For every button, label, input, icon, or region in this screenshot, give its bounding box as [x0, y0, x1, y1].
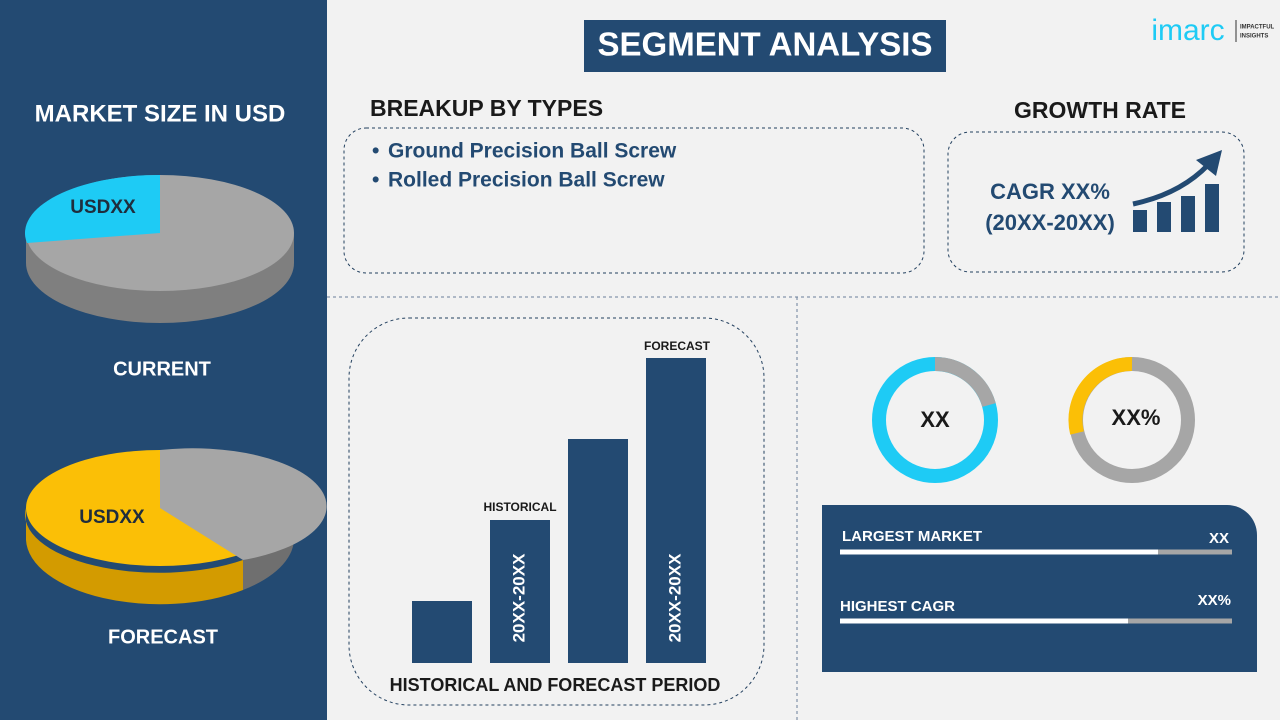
growth-box: [947, 131, 1245, 273]
section-title: BREAKUP BY TYPES: [370, 95, 603, 121]
growth-text: CAGR XX%: [990, 179, 1110, 204]
period-bars: [412, 358, 706, 663]
summary-panel: [822, 505, 1257, 672]
logo-tag: INSIGHTS: [1240, 34, 1268, 40]
donut-label: XX%: [1112, 405, 1161, 430]
pie-label: CURRENT: [113, 358, 211, 380]
summary-label: HIGHEST CAGR: [840, 598, 955, 615]
bar-range: 20XX-20XX: [509, 553, 528, 642]
breakup-item: Ground Precision Ball Screw: [388, 140, 677, 163]
logo-tag: IMPACTFUL: [1240, 25, 1275, 31]
bar-range: 20XX-20XX: [665, 553, 684, 642]
summary-value: XX%: [1198, 592, 1231, 609]
left-title: MARKET SIZE IN USD: [35, 100, 286, 127]
section-title: GROWTH RATE: [1014, 97, 1186, 123]
pie-forecast: [25, 448, 327, 605]
breakup-box: [343, 127, 925, 274]
bullet: •: [372, 169, 379, 192]
summary-value: XX: [1209, 530, 1229, 547]
pie-current: [24, 174, 294, 323]
logo: imarc: [1151, 14, 1224, 47]
donut: [1068, 356, 1195, 483]
pie-value: USDXX: [70, 197, 136, 218]
bar-label: FORECAST: [644, 339, 711, 353]
pie-value: USDXX: [79, 507, 145, 528]
page-title: SEGMENT ANALYSIS: [598, 26, 933, 63]
period-box: [348, 317, 765, 706]
title-box: [584, 20, 946, 72]
period-caption: HISTORICAL AND FORECAST PERIOD: [390, 675, 721, 695]
growth-icon: [1132, 150, 1222, 232]
pie-label: FORECAST: [108, 626, 218, 648]
donut-label: XX: [920, 407, 950, 432]
bullet: •: [372, 140, 379, 163]
bar-label: HISTORICAL: [483, 500, 556, 514]
summary-label: LARGEST MARKET: [842, 528, 982, 545]
growth-text: (20XX-20XX): [985, 210, 1115, 235]
breakup-item: Rolled Precision Ball Screw: [388, 169, 665, 192]
donut: [872, 356, 998, 483]
